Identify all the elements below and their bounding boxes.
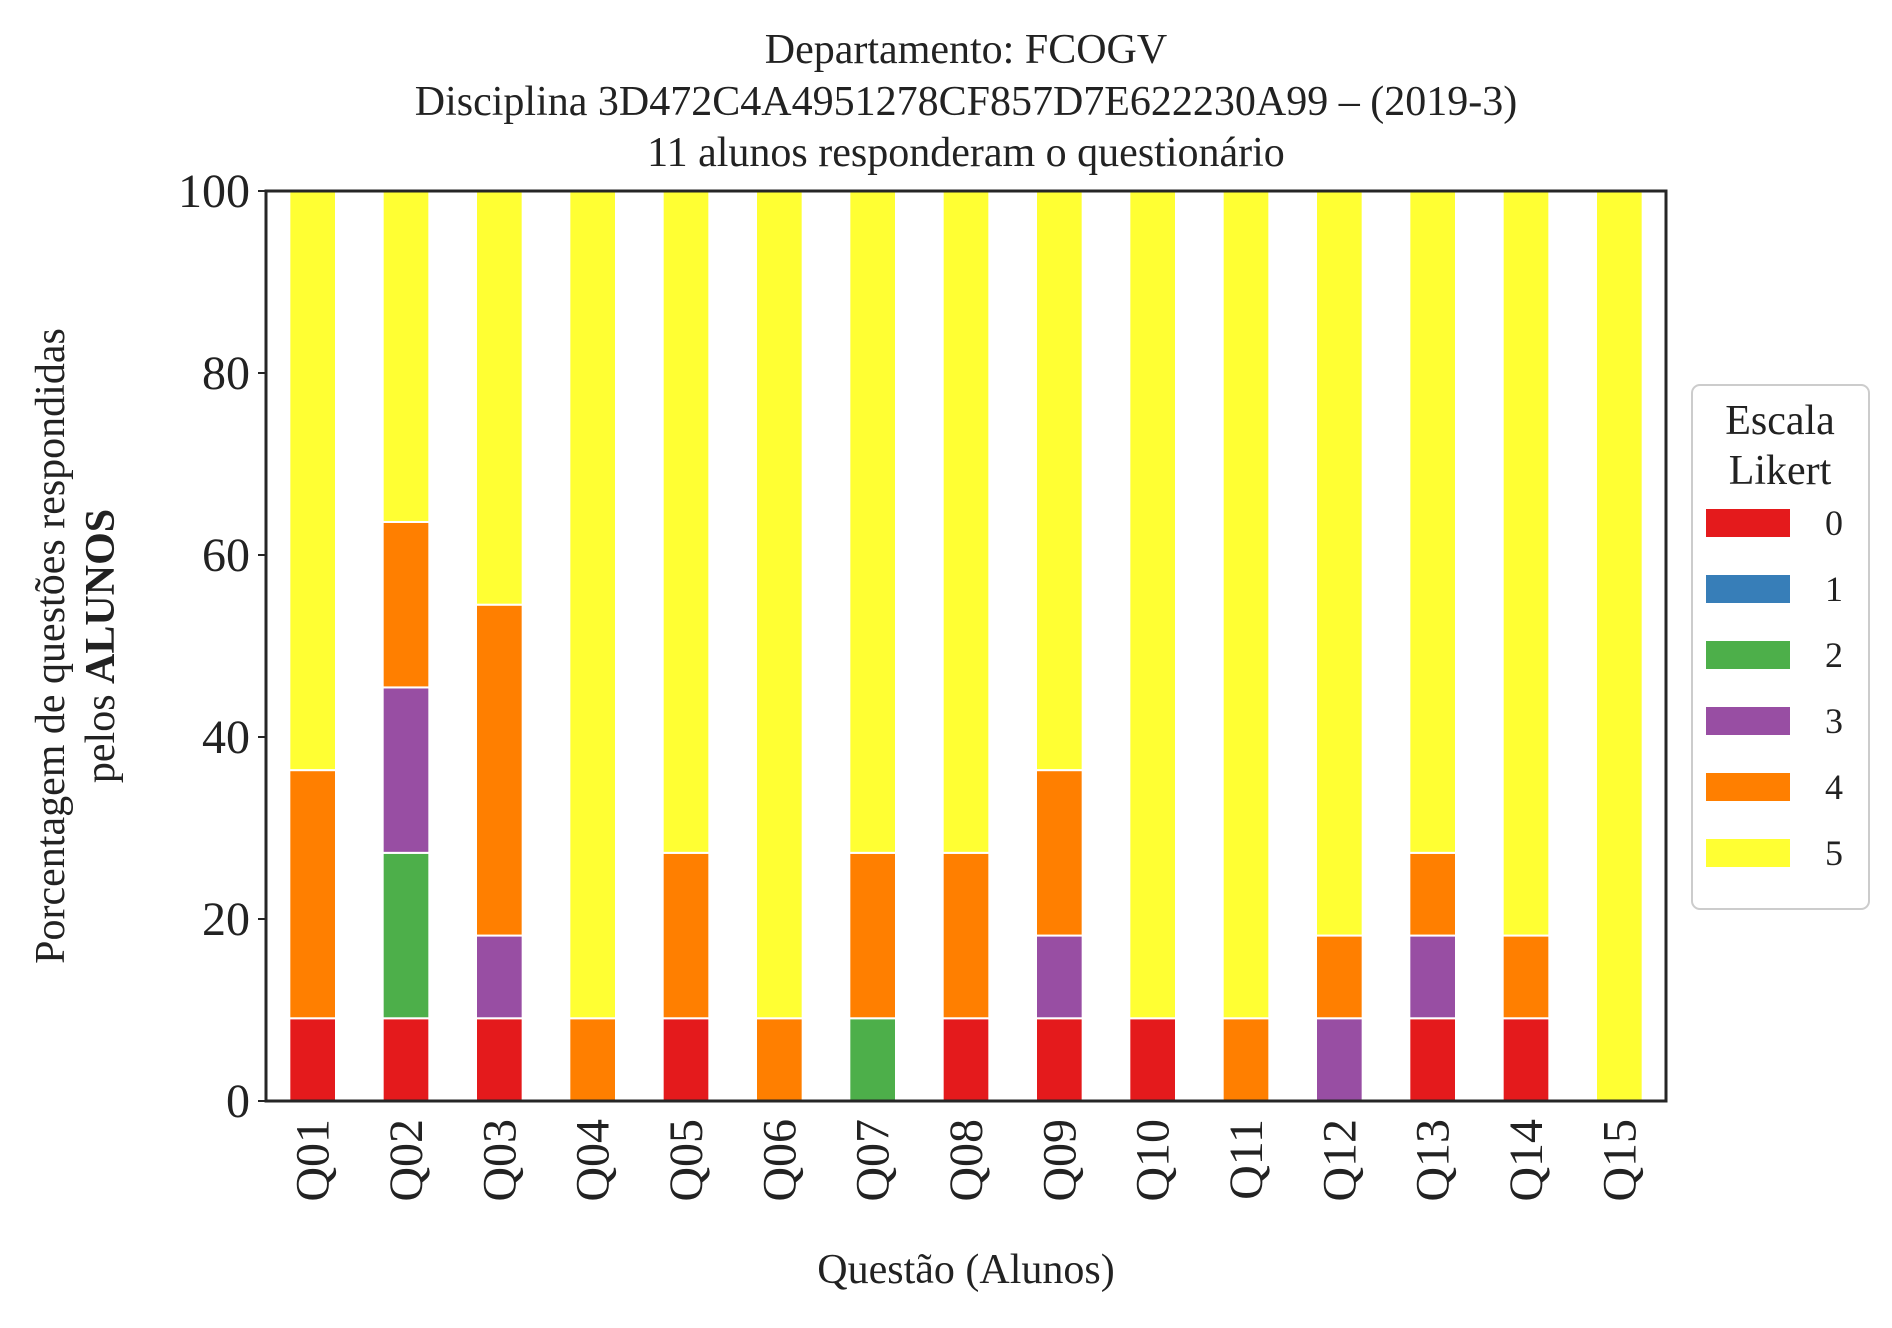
x-tick-label: Q08 (940, 1119, 993, 1202)
plot-frame (264, 189, 1668, 1103)
x-tick-label: Q14 (1500, 1119, 1553, 1202)
bar-segment-q06-scale-4 (755, 1017, 804, 1103)
legend-label-0: 0 (1825, 503, 1843, 543)
x-tick-label: Q13 (1407, 1119, 1460, 1202)
x-axis: Q01 Q02 Q03 Q04 Q05 Q06 Q07 Q08 Q09 Q10 Q11 Q12 Q13 Q… (287, 1119, 1647, 1202)
bar-segment-q09-scale-3 (1035, 934, 1084, 1020)
bar-segment-q04-scale-4 (568, 1017, 617, 1103)
bar-segment-q03-scale-3 (475, 934, 524, 1020)
y-tick-label: 0 (226, 1075, 250, 1128)
chart-title-line-3: 11 alunos responderam o questionário (647, 130, 1285, 176)
bar-segment-q12-scale-4 (1315, 934, 1364, 1020)
y-axis-label: Porcentagem de questões respondidas pelo… (28, 328, 124, 964)
bar-segment-q08-scale-4 (941, 851, 991, 1020)
legend-swatch-5 (1706, 839, 1790, 867)
x-tick-label: Q11 (1220, 1119, 1273, 1200)
legend-swatch-2 (1706, 641, 1790, 669)
bar-segment-q07-scale-4 (848, 851, 897, 1020)
bar-segment-q09-scale-0 (1035, 1017, 1084, 1103)
x-tick-label: Q15 (1593, 1119, 1646, 1202)
y-axis-label-line-2: pelos ALUNOS (78, 509, 124, 783)
legend-label-5: 5 (1825, 833, 1843, 873)
bar-segment-q03-scale-0 (475, 1017, 524, 1103)
bar-segment-q03-scale-4 (475, 603, 524, 937)
y-axis-label-line-1: Porcentagem de questões respondidas (28, 328, 74, 964)
x-axis-label: Questão (Alunos) (817, 1247, 1114, 1293)
legend-swatch-1 (1706, 575, 1790, 603)
chart-title-line-1: Departamento: FCOGV (765, 27, 1167, 73)
bar-segment-q05-scale-5 (661, 190, 711, 854)
y-axis: 0 20 40 60 80 100 (178, 165, 266, 1128)
bars-layer (288, 190, 1644, 1103)
y-tick-label: 40 (202, 711, 250, 764)
x-tick-label: Q10 (1127, 1119, 1180, 1202)
legend-swatch-0 (1706, 509, 1790, 537)
bar-segment-q02-scale-3 (381, 686, 431, 854)
bar-segment-q03-scale-5 (475, 190, 524, 606)
bar-segment-q05-scale-0 (661, 1017, 711, 1103)
legend-swatch-4 (1706, 773, 1790, 801)
chart-title: Departamento: FCOGV Disciplina 3D472C4A4… (415, 27, 1517, 176)
legend-label-4: 4 (1825, 767, 1843, 807)
bar-segment-q02-scale-2 (381, 851, 431, 1020)
bar-segment-q09-scale-4 (1035, 769, 1084, 937)
x-tick-label: Q05 (660, 1119, 713, 1202)
y-tick-label: 20 (202, 893, 250, 946)
bar-segment-q11-scale-4 (1221, 1017, 1271, 1103)
bar-segment-q12-scale-5 (1315, 190, 1364, 937)
y-tick-label: 60 (202, 529, 250, 582)
bar-segment-q06-scale-5 (755, 190, 804, 1020)
bar-segment-q14-scale-5 (1501, 190, 1551, 937)
legend-label-1: 1 (1825, 569, 1843, 609)
bar-segment-q08-scale-0 (941, 1017, 991, 1103)
bar-segment-q02-scale-0 (381, 1017, 431, 1103)
chart-title-line-2: Disciplina 3D472C4A4951278CF857D7E622230… (415, 79, 1517, 125)
bar-segment-q13-scale-5 (1408, 190, 1458, 854)
legend-label-3: 3 (1825, 701, 1843, 741)
legend-swatch-3 (1706, 707, 1790, 735)
legend-items: 0 1 2 3 4 5 (1706, 503, 1843, 873)
bar-segment-q08-scale-5 (941, 190, 991, 854)
bar-segment-q09-scale-5 (1035, 190, 1084, 772)
legend-label-2: 2 (1825, 635, 1843, 675)
bar-segment-q02-scale-5 (381, 190, 431, 523)
legend-title-line-1: Escala (1725, 398, 1835, 444)
x-tick-label: Q04 (567, 1119, 620, 1202)
bar-segment-q07-scale-5 (848, 190, 897, 854)
bar-segment-q05-scale-4 (661, 851, 711, 1020)
bar-segment-q15-scale-5 (1595, 190, 1644, 1102)
x-tick-label: Q12 (1313, 1119, 1366, 1202)
y-axis-label-bold: ALUNOS (78, 509, 124, 684)
bar-segment-q01-scale-0 (288, 1017, 338, 1103)
x-tick-label: Q02 (380, 1119, 433, 1202)
bar-segment-q04-scale-5 (568, 190, 617, 1020)
bar-segment-q10-scale-5 (1128, 190, 1178, 1020)
bar-segment-q01-scale-5 (288, 190, 338, 772)
bar-segment-q13-scale-0 (1408, 1017, 1458, 1103)
bar-segment-q13-scale-3 (1408, 934, 1458, 1020)
y-tick-label: 80 (202, 347, 250, 400)
bar-segment-q13-scale-4 (1408, 851, 1458, 937)
bar-segment-q12-scale-3 (1315, 1017, 1364, 1103)
legend: Escala Likert 0 1 2 3 4 5 (1691, 384, 1870, 910)
x-tick-label: Q06 (753, 1119, 806, 1202)
bar-segment-q10-scale-0 (1128, 1017, 1178, 1103)
bar-segment-q01-scale-4 (288, 769, 338, 1020)
x-tick-label: Q01 (287, 1119, 340, 1202)
bar-segment-q14-scale-0 (1501, 1017, 1551, 1103)
x-tick-label: Q09 (1033, 1119, 1086, 1202)
x-tick-label: Q03 (473, 1119, 526, 1202)
y-axis-label-prefix: pelos (78, 684, 124, 783)
x-tick-label: Q07 (847, 1119, 900, 1202)
bar-segment-q07-scale-2 (848, 1017, 897, 1103)
bar-segment-q02-scale-4 (381, 520, 431, 689)
legend-title-line-2: Likert (1729, 448, 1832, 494)
bar-segment-q11-scale-5 (1221, 190, 1271, 1020)
y-tick-label: 100 (178, 165, 250, 218)
bar-segment-q14-scale-4 (1501, 934, 1551, 1020)
